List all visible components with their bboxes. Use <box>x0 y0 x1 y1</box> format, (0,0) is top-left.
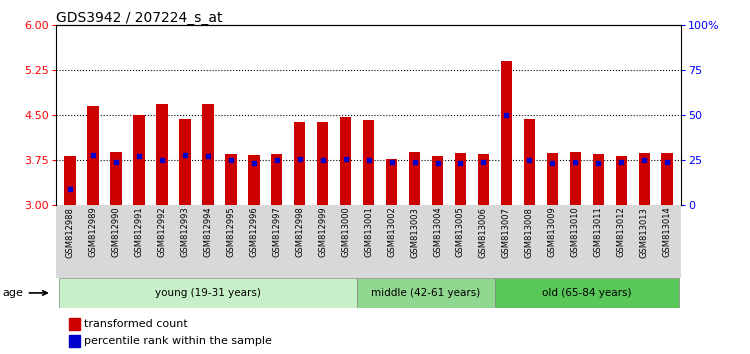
Text: transformed count: transformed count <box>84 319 188 329</box>
Bar <box>340 117 352 205</box>
Bar <box>478 154 489 205</box>
Bar <box>363 120 374 205</box>
Bar <box>495 278 679 308</box>
Text: age: age <box>3 288 47 298</box>
Bar <box>386 159 398 205</box>
Text: percentile rank within the sample: percentile rank within the sample <box>84 336 272 346</box>
Bar <box>616 156 627 205</box>
Bar <box>662 153 673 205</box>
Bar <box>524 119 536 205</box>
Bar <box>271 154 283 205</box>
Bar <box>294 122 305 205</box>
Bar <box>357 278 495 308</box>
Text: young (19-31 years): young (19-31 years) <box>155 288 261 298</box>
Bar <box>156 104 168 205</box>
Bar <box>432 156 443 205</box>
Bar <box>69 318 80 330</box>
Bar <box>248 155 259 205</box>
Text: GDS3942 / 207224_s_at: GDS3942 / 207224_s_at <box>56 11 223 25</box>
Bar <box>202 104 214 205</box>
Bar <box>317 122 328 205</box>
Bar <box>110 152 122 205</box>
Bar <box>569 152 581 205</box>
Bar <box>179 119 190 205</box>
Text: old (65-84 years): old (65-84 years) <box>542 288 632 298</box>
Bar <box>87 106 99 205</box>
Bar <box>69 335 80 347</box>
Bar <box>58 278 357 308</box>
Bar <box>409 152 420 205</box>
Bar <box>134 115 145 205</box>
Bar <box>225 154 236 205</box>
Bar <box>592 154 604 205</box>
Bar <box>454 153 466 205</box>
Bar <box>547 153 558 205</box>
Bar <box>638 153 650 205</box>
Text: middle (42-61 years): middle (42-61 years) <box>371 288 481 298</box>
Bar <box>64 156 76 205</box>
Bar <box>501 61 512 205</box>
